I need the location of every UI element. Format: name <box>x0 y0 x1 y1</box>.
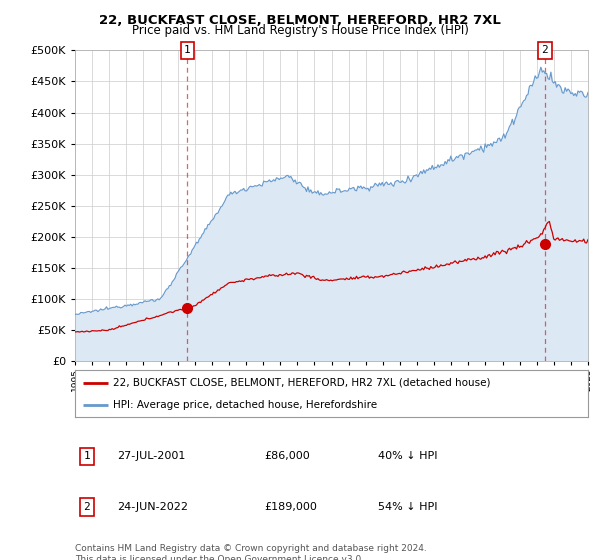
Text: 1: 1 <box>184 45 191 55</box>
Text: 40% ↓ HPI: 40% ↓ HPI <box>378 451 437 461</box>
Text: 2: 2 <box>542 45 548 55</box>
Text: 1: 1 <box>83 451 91 461</box>
Text: 2: 2 <box>83 502 91 512</box>
Text: 24-JUN-2022: 24-JUN-2022 <box>117 502 188 512</box>
Text: 22, BUCKFAST CLOSE, BELMONT, HEREFORD, HR2 7XL: 22, BUCKFAST CLOSE, BELMONT, HEREFORD, H… <box>99 14 501 27</box>
Text: HPI: Average price, detached house, Herefordshire: HPI: Average price, detached house, Here… <box>113 400 377 410</box>
Text: 54% ↓ HPI: 54% ↓ HPI <box>378 502 437 512</box>
Text: £86,000: £86,000 <box>264 451 310 461</box>
Text: Contains HM Land Registry data © Crown copyright and database right 2024.
This d: Contains HM Land Registry data © Crown c… <box>75 544 427 560</box>
Text: 27-JUL-2001: 27-JUL-2001 <box>117 451 185 461</box>
Text: £189,000: £189,000 <box>264 502 317 512</box>
Text: 22, BUCKFAST CLOSE, BELMONT, HEREFORD, HR2 7XL (detached house): 22, BUCKFAST CLOSE, BELMONT, HEREFORD, H… <box>113 378 491 388</box>
Text: Price paid vs. HM Land Registry's House Price Index (HPI): Price paid vs. HM Land Registry's House … <box>131 24 469 37</box>
